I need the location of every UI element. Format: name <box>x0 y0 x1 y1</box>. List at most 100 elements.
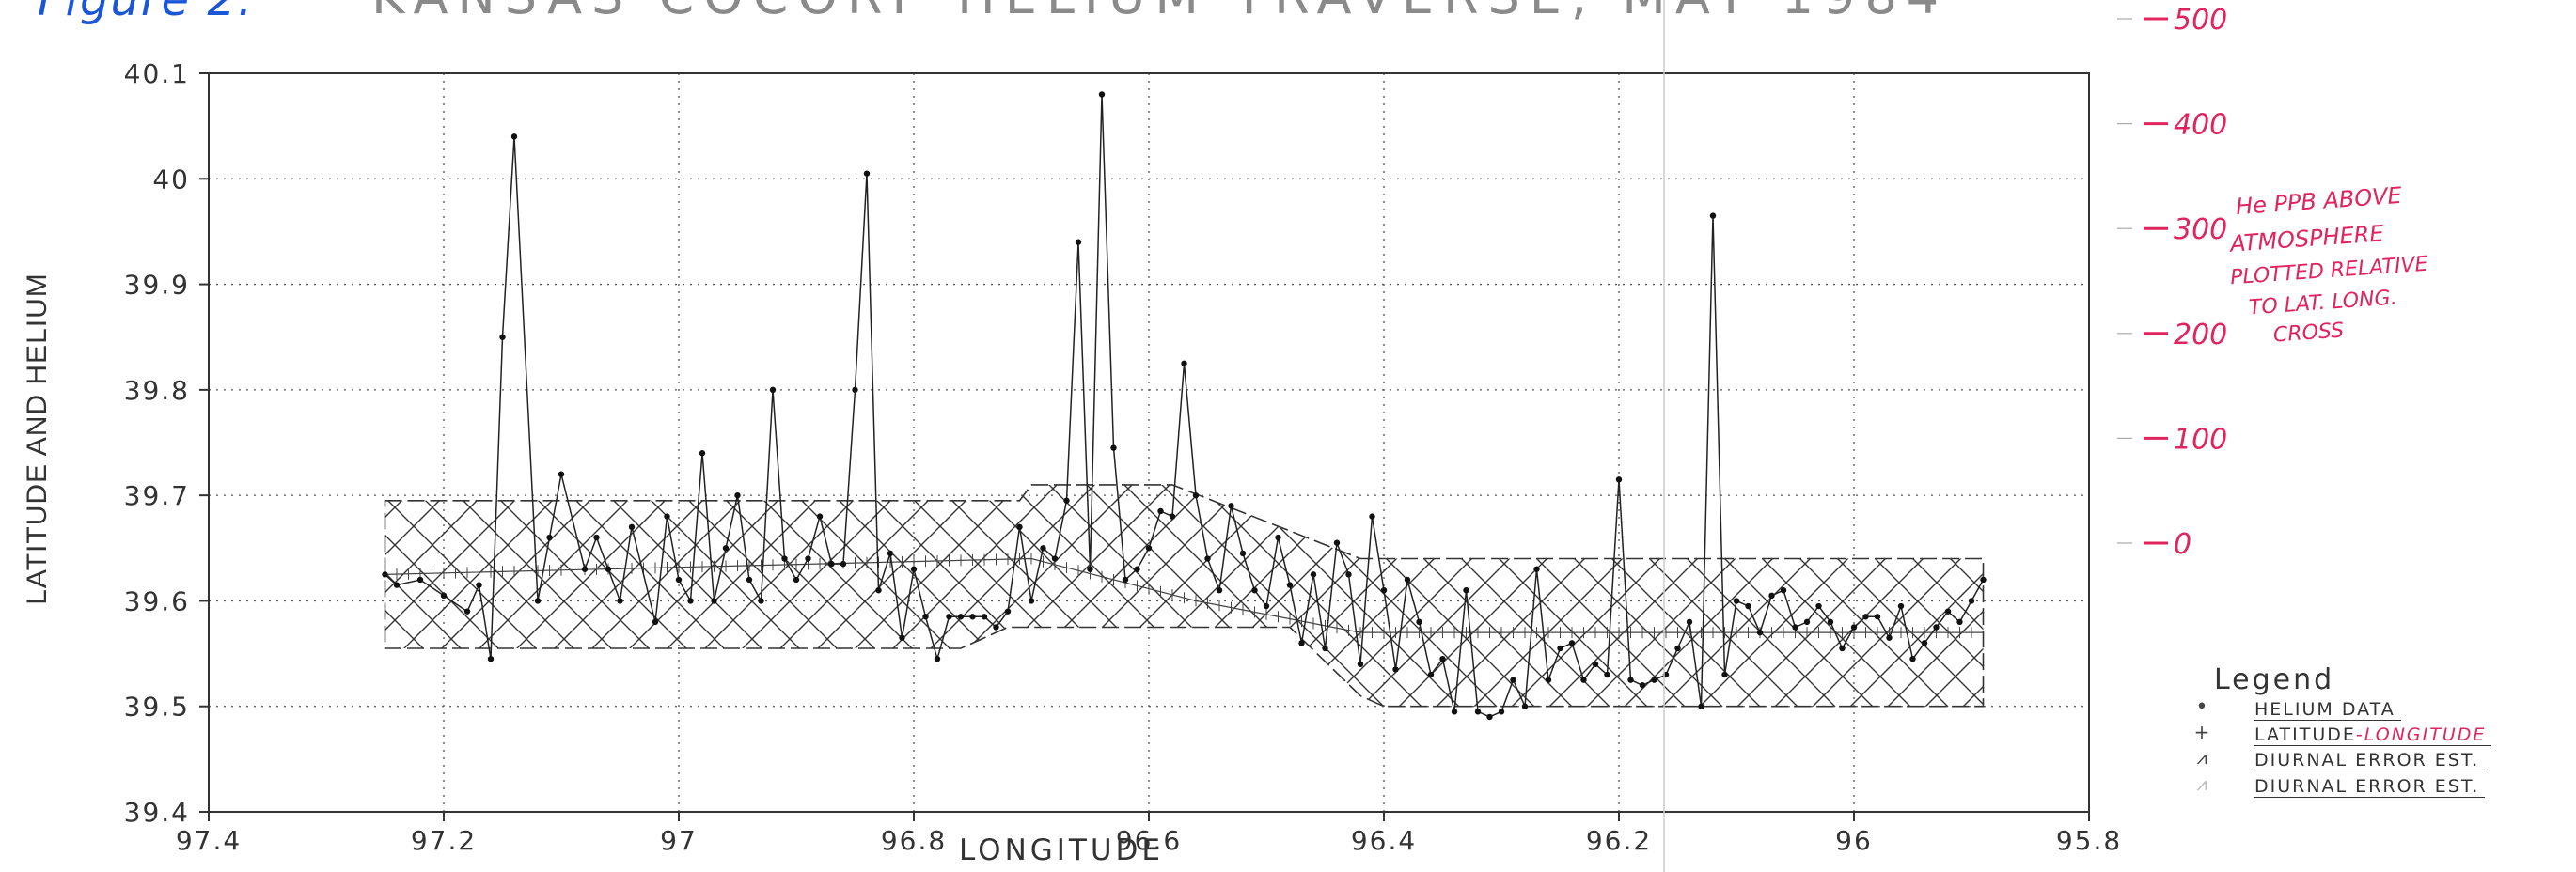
legend-symbol: ⩘ <box>2196 772 2207 795</box>
helium-point <box>1639 682 1646 689</box>
helium-point <box>1897 602 1905 610</box>
helium-point <box>1968 598 1975 604</box>
right-scale-label: 100 <box>2174 423 2227 456</box>
helium-point <box>1439 655 1446 662</box>
helium-point <box>1592 661 1599 667</box>
legend-symbol: ⩘ <box>2196 746 2207 769</box>
helium-point <box>1134 566 1140 572</box>
helium-point <box>1322 645 1328 652</box>
helium-point <box>1827 618 1834 626</box>
helium-point <box>1380 587 1388 594</box>
legend-symbol: + <box>2193 721 2210 743</box>
helium-point <box>617 598 623 604</box>
helium-point <box>1357 661 1364 667</box>
helium-point <box>1098 91 1106 98</box>
helium-point <box>1698 703 1704 709</box>
helium-point <box>558 471 565 477</box>
helium-point <box>628 523 636 531</box>
helium-point <box>1369 513 1375 520</box>
y-axis-label: LATITUDE AND HELIUM <box>22 272 53 605</box>
helium-point <box>734 491 741 499</box>
legend-item: HELIUM DATA <box>2254 699 2401 721</box>
right-scale-label: 400 <box>2174 109 2227 142</box>
x-tick-label: 96.6 <box>1116 825 1182 856</box>
helium-point <box>1803 618 1811 626</box>
y-tick-label: 39.7 <box>124 480 190 511</box>
legend-item-label: LATITUDE-LONGITUDE <box>2254 724 2492 746</box>
legend-item: LATITUDE-LONGITUDE <box>2254 724 2492 746</box>
helium-point <box>393 582 401 588</box>
helium-point <box>1674 645 1681 652</box>
right-scale-label: 0 <box>2174 528 2191 561</box>
helium-point <box>1709 212 1717 219</box>
helium-point <box>1145 545 1153 552</box>
helium-point <box>1051 555 1059 562</box>
helium-point <box>1909 655 1916 662</box>
helium-point <box>1004 608 1012 615</box>
x-tick-label: 96.8 <box>881 825 947 856</box>
helium-point <box>1956 618 1963 626</box>
helium-point <box>1486 713 1493 721</box>
helium-point <box>1768 592 1775 600</box>
helium-point <box>699 450 706 457</box>
helium-point <box>476 582 482 588</box>
helium-point <box>1192 491 1200 499</box>
y-tick-label: 40.1 <box>124 58 190 89</box>
helium-point <box>781 555 788 562</box>
helium-point <box>1651 677 1657 683</box>
helium-point <box>1921 640 1928 646</box>
helium-point <box>1345 571 1352 578</box>
legend-item: DIURNAL ERROR EST. <box>2254 776 2486 798</box>
helium-point <box>1886 634 1893 641</box>
helium-point <box>1404 576 1411 584</box>
helium-point <box>816 513 824 520</box>
y-tick-label: 39.6 <box>124 585 190 616</box>
helium-point <box>1498 708 1505 715</box>
right-scale: 500 400 300 200 100 0 <box>2117 4 2227 561</box>
helium-point <box>875 587 882 594</box>
legend-item: DIURNAL ERROR EST. <box>2254 750 2486 771</box>
helium-point <box>1533 566 1540 572</box>
helium-point <box>581 566 589 572</box>
legend-item-label: HELIUM DATA <box>2254 699 2401 721</box>
helium-point <box>840 560 847 568</box>
helium-point <box>1850 624 1858 631</box>
helium-point <box>910 566 918 572</box>
helium-point <box>1016 523 1023 531</box>
helium-point <box>1521 703 1529 709</box>
helium-point <box>1333 539 1341 546</box>
helium-point <box>1792 624 1798 631</box>
x-tick-label: 97.2 <box>411 825 477 856</box>
helium-point <box>1686 618 1693 626</box>
helium-point <box>1239 550 1247 557</box>
helium-point <box>1721 671 1728 678</box>
helium-point <box>758 598 764 604</box>
helium-point <box>593 534 600 541</box>
annotation-line: CROSS <box>2272 319 2345 348</box>
y-ticks: 39.4 39.5 39.6 39.7 39.8 39.9 40 40.1 <box>124 58 209 828</box>
helium-point <box>664 513 670 520</box>
x-tick-label: 95.8 <box>2056 825 2122 856</box>
right-scale-label: 200 <box>2174 319 2227 351</box>
helium-point <box>746 576 753 584</box>
helium-point <box>463 608 471 615</box>
helium-point <box>969 614 976 620</box>
helium-point <box>981 614 988 620</box>
helium-point <box>1580 677 1587 683</box>
y-tick-label: 39.4 <box>124 797 190 828</box>
helium-point <box>805 555 811 562</box>
helium-point <box>1474 708 1482 715</box>
helium-point <box>1310 571 1317 578</box>
x-tick-label: 97 <box>660 825 698 856</box>
helium-point <box>1216 587 1223 594</box>
helium-point <box>1392 666 1399 673</box>
legend-item-label: DIURNAL ERROR EST. <box>2254 776 2486 798</box>
helium-point <box>510 133 518 140</box>
helium-point <box>1839 645 1846 652</box>
helium-point <box>793 576 800 584</box>
helium-point <box>722 545 730 552</box>
helium-point <box>1286 582 1294 588</box>
helium-point <box>687 598 694 604</box>
